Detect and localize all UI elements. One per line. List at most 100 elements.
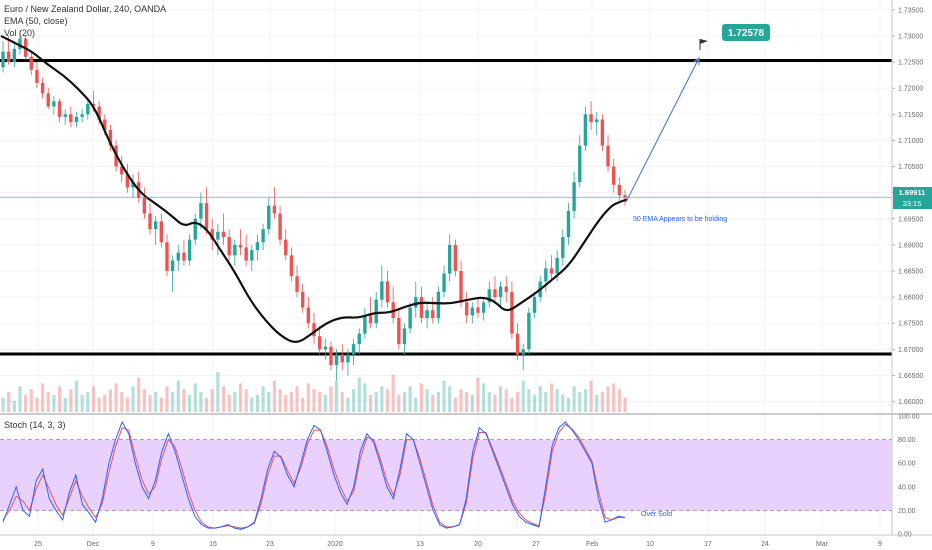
candle-body: [52, 101, 56, 107]
volume-bar: [499, 386, 503, 412]
last-price-text: 1.69911: [899, 188, 926, 197]
candle-body: [238, 244, 243, 248]
ema-legend[interactable]: EMA (50, close): [4, 16, 68, 26]
volume-bar: [482, 383, 486, 412]
candle-body: [300, 291, 305, 308]
candle-body: [498, 286, 503, 298]
volume-bar: [165, 386, 169, 412]
price-tick-label: 1.68000: [898, 295, 923, 302]
candle-body: [385, 281, 390, 303]
volume-bar: [408, 386, 412, 412]
volume-bar: [487, 392, 491, 412]
target-badge-text: 1.72578: [728, 28, 765, 39]
volume-bar: [159, 397, 163, 412]
symbol-title[interactable]: Euro / New Zealand Dollar, 240, OANDA: [4, 4, 166, 14]
volume-bar: [74, 380, 79, 412]
candle-body: [6, 51, 11, 63]
candle-body: [199, 203, 203, 219]
volume-bar: [544, 392, 548, 412]
candle-body: [623, 195, 627, 198]
candle-body: [216, 231, 220, 240]
volume-legend[interactable]: Vol (20): [4, 28, 35, 38]
volume-bar: [250, 397, 254, 412]
candle-body: [402, 328, 407, 345]
level-layer: [0, 58, 892, 356]
volume-bar: [238, 383, 243, 412]
volume-bar: [351, 389, 356, 412]
candle-body: [374, 299, 378, 324]
candle-body: [527, 312, 531, 350]
volume-bar: [255, 394, 260, 412]
volume-bar: [510, 397, 514, 412]
volume-bar: [125, 397, 129, 412]
volume-bar: [555, 389, 559, 412]
volume-bar: [538, 386, 542, 412]
volume-bar: [199, 392, 203, 412]
candle-body: [63, 114, 67, 117]
candle-body: [69, 114, 73, 123]
volume-bar: [24, 394, 28, 412]
last-price-badge: 1.69911: [893, 187, 932, 198]
volume-bar: [600, 392, 604, 412]
stoch-tick-label: 100.00: [898, 414, 920, 421]
candle-body: [600, 119, 605, 146]
volume-bar: [176, 380, 180, 412]
candle-body: [267, 205, 271, 230]
time-tick-label: 27: [532, 541, 540, 548]
candle-body: [204, 203, 209, 230]
candle-body: [363, 315, 367, 334]
candle-body: [221, 231, 226, 238]
time-tick-label: 10: [646, 541, 654, 548]
candle-body: [487, 289, 491, 303]
stoch-legend[interactable]: Stoch (14, 3, 3): [4, 420, 66, 430]
candle-body: [510, 291, 514, 334]
price-tick-label: 1.67000: [898, 347, 923, 354]
candle-body: [1, 51, 5, 68]
volume-bar: [504, 389, 508, 412]
candle-body: [312, 323, 316, 337]
volume-bar: [52, 394, 56, 412]
price-tick-label: 1.72500: [898, 60, 923, 67]
volume-bar: [527, 389, 531, 412]
stoch-tick-label: 40.00: [898, 484, 916, 491]
volume-bar: [86, 392, 90, 412]
candle-body: [284, 239, 288, 256]
candle-layer: [1, 30, 627, 381]
candle-body: [148, 213, 152, 230]
time-tick-label: 23: [266, 541, 274, 548]
price-tick-label: 1.73500: [898, 7, 923, 14]
candle-body: [408, 307, 412, 329]
volume-bar: [193, 383, 197, 412]
candle-body: [515, 333, 520, 355]
candle-body: [57, 101, 62, 117]
volume-bar: [459, 389, 463, 412]
volume-bar: [210, 389, 214, 412]
candle-body: [18, 38, 22, 50]
candle-body: [414, 297, 418, 308]
candle-body: [493, 289, 497, 298]
price-tick-label: 1.73000: [898, 33, 923, 40]
price-tick-label: 1.69000: [898, 242, 923, 249]
volume-bar: [295, 386, 299, 412]
price-tick-label: 1.66500: [898, 373, 923, 380]
volume-bar: [114, 383, 118, 412]
volume-bar: [436, 392, 440, 412]
candle-body: [170, 260, 175, 271]
time-tick-label: 9: [151, 541, 155, 548]
volume-bar: [572, 386, 576, 412]
volume-bar: [476, 377, 480, 412]
volume-bar: [131, 386, 135, 412]
volume-bar: [385, 389, 390, 412]
volume-bar: [612, 383, 616, 412]
candle-body: [210, 229, 214, 240]
volume-bar: [7, 392, 11, 412]
candle-body: [544, 268, 548, 282]
candle-body: [91, 103, 96, 107]
candle-body: [29, 56, 33, 70]
price-tick-label: 1.67500: [898, 321, 923, 328]
candle-body: [108, 129, 113, 146]
candle-body: [86, 103, 90, 115]
candle-body: [442, 273, 446, 292]
volume-bar: [566, 397, 571, 412]
candle-body: [159, 221, 164, 243]
